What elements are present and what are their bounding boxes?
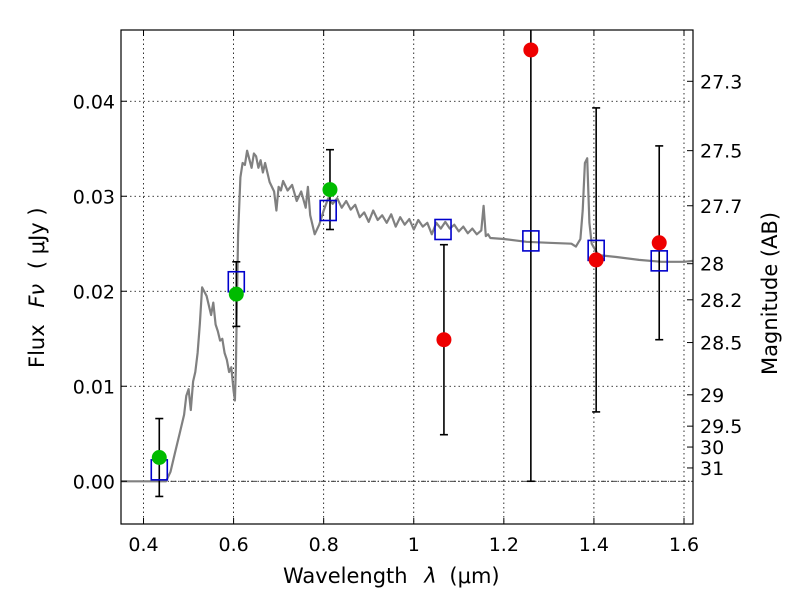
right-axis-label: Magnitude (AB) <box>758 212 782 375</box>
right-tick-label: 28 <box>700 254 724 276</box>
right-tick-label: 27.7 <box>700 196 742 218</box>
x-axis-label-text: Wavelength <box>283 564 408 588</box>
observed-photometry-point <box>151 450 167 465</box>
error-bar-layer <box>155 30 664 498</box>
model-photometry-point <box>522 230 540 252</box>
right-tick-label: 29 <box>700 385 724 407</box>
model-photometry-point <box>650 250 669 272</box>
y-axis-label: Flux Fν ( μJy ) <box>25 207 49 368</box>
model-sed-line <box>121 149 693 483</box>
right-tick-label: 29.5 <box>700 416 742 438</box>
observed-photometry-point <box>588 252 604 268</box>
x-tick-label: 1.2 <box>489 534 519 556</box>
ticks: 0.4 0.6 0.8 1 1.2 1.4 1.6 0.00 0.01 0.02 0.03 0.04 2… <box>73 30 742 556</box>
observed-photometry-layer <box>151 42 667 465</box>
x-tick-label: 0.6 <box>218 534 248 556</box>
model-photometry-layer <box>150 199 669 481</box>
right-tick-label: 27.3 <box>700 71 742 93</box>
x-tick-label: 0.4 <box>128 534 158 556</box>
right-tick-label: 28.2 <box>700 290 742 312</box>
right-tick-label: 31 <box>700 458 724 480</box>
grid <box>121 30 693 524</box>
x-tick-label: 1.4 <box>579 534 609 556</box>
y-axis-unit: ( μJy ) <box>25 207 49 269</box>
observed-photometry-point <box>436 332 452 348</box>
plot-frame <box>120 29 694 525</box>
x-tick-label: 0.8 <box>309 534 339 556</box>
observed-photometry-point <box>322 182 338 198</box>
x-axis-unit: (μm) <box>449 564 499 588</box>
x-axis-label: Wavelength λ (μm) <box>283 564 500 588</box>
model-photometry-point <box>434 218 452 241</box>
y-tick-label: 0.01 <box>73 376 115 398</box>
observed-photometry-point <box>228 286 244 302</box>
right-tick-label: 28.5 <box>700 333 742 355</box>
x-tick-label: 1.6 <box>669 534 699 556</box>
observed-photometry-point <box>651 235 667 251</box>
x-tick-label: 1 <box>408 534 420 556</box>
y-tick-label: 0.02 <box>73 281 115 303</box>
right-tick-label: 30 <box>700 437 724 459</box>
x-axis-symbol: λ <box>423 564 436 588</box>
y-axis-symbol: Fν <box>25 284 49 308</box>
y-axis-label-text: Flux <box>25 324 49 368</box>
y-tick-label: 0.00 <box>73 471 115 493</box>
y-tick-label: 0.04 <box>73 91 115 113</box>
model-sed-layer <box>121 149 693 483</box>
observed-photometry-point <box>523 42 539 58</box>
y-tick-label: 0.03 <box>73 186 115 208</box>
right-tick-label: 27.5 <box>700 141 742 163</box>
model-photometry-point <box>319 199 337 222</box>
